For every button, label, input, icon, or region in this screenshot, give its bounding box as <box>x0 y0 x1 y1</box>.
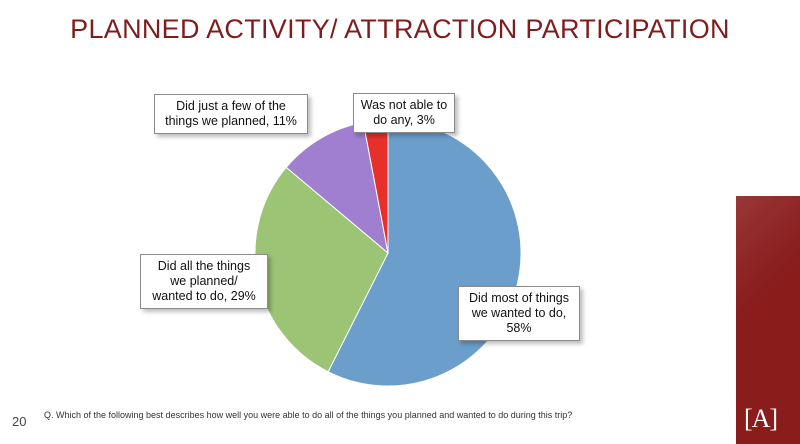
slice-label-few: Did just a few of the things we planned,… <box>154 94 308 134</box>
slice-label-line: wanted to do, 29% <box>152 289 256 303</box>
slice-label-line: Did all the things <box>157 259 251 273</box>
slice-label-line: Was not able to <box>360 98 448 112</box>
slice-label-none: Was not able to do any, 3% <box>353 93 455 133</box>
pie-slices <box>254 119 522 387</box>
slice-label-line: do any, 3% <box>373 113 435 127</box>
slice-label-line: 58% <box>506 321 532 335</box>
page-number: 20 <box>12 414 27 429</box>
brand-accent-bar <box>736 196 800 444</box>
question-footnote: Q. Which of the following best describes… <box>44 410 573 420</box>
slice-label-line: things we planned, 11% <box>165 114 297 128</box>
slice-label-line: Did most of things <box>468 291 570 305</box>
slice-label-all: Did all the things we planned/ wanted to… <box>140 254 268 309</box>
slice-label-most: Did most of things we wanted to do, 58% <box>458 286 580 341</box>
slice-label-line: we wanted to do, <box>471 306 567 320</box>
brand-logo: [A] <box>744 404 778 433</box>
slide-title: PLANNED ACTIVITY/ ATTRACTION PARTICIPATI… <box>70 14 730 44</box>
slice-label-line: Did just a few of the <box>176 99 286 113</box>
slice-label-line: we planned/ <box>170 274 238 288</box>
